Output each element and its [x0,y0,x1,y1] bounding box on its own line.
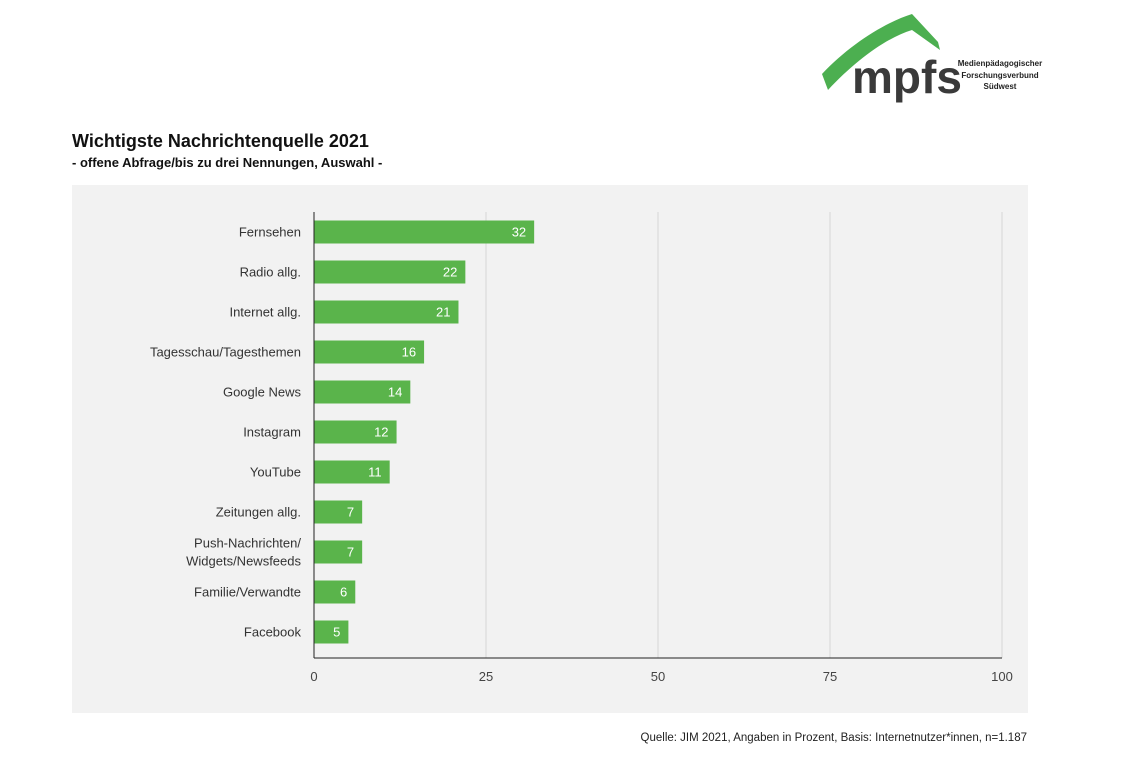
logo-subtitle-line: Forschungsverbund [961,70,1039,80]
bar [314,460,390,484]
data-label: 7 [347,505,354,520]
category-label: YouTube [250,465,301,480]
x-tick-label: 100 [991,669,1013,684]
x-tick-label: 0 [310,669,317,684]
category-label: Instagram [243,425,301,440]
category-label: Fernsehen [239,225,301,240]
chart-panel: 32 Fernsehen 22 Radio allg. 21 Internet allg.… [72,185,1028,713]
category-label: Familie/Verwandte [194,585,301,600]
bar [314,420,397,444]
source-note: Quelle: JIM 2021, Angaben in Prozent, Ba… [640,732,1027,744]
data-label: 16 [402,345,416,360]
bar [314,220,535,244]
data-label: 6 [340,585,347,600]
logo-subtitle: Medienpädagogischer Forschungsverbund Sü… [950,58,1050,93]
x-tick-label: 50 [651,669,665,684]
category-label: Internet allg. [229,305,301,320]
bar [314,620,349,644]
category-label: Push-Nachrichten/Widgets/Newsfeeds [186,536,301,569]
data-label: 7 [347,545,354,560]
logo-subtitle-line: Südwest [983,82,1017,91]
data-label: 12 [374,425,388,440]
logo-roof-icon [822,14,940,90]
x-tick-label: 25 [479,669,493,684]
chart-title: Wichtigste Nachrichtenquelle 2021 [72,131,369,151]
bar [314,580,356,604]
category-label: Facebook [244,625,302,640]
category-label: Google News [223,385,302,400]
bar [314,340,425,364]
data-label: 21 [436,305,450,320]
data-label: 11 [368,465,382,480]
bar [314,380,411,404]
bar [314,260,466,284]
logo-text: mpfs [852,51,962,103]
mpfs-logo: mpfs Medienpädagogischer Forschungsverbu… [816,10,1116,105]
data-label: 22 [443,265,457,280]
logo-subtitle-line: Medienpädagogischer [957,59,1043,68]
bar-chart: 32 Fernsehen 22 Radio allg. 21 Internet allg.… [150,212,1013,684]
category-label: Tagesschau/Tagesthemen [150,345,301,360]
category-label: Radio allg. [240,265,301,280]
bar [314,500,363,524]
chart-subtitle: - offene Abfrage/bis zu drei Nennungen, … [72,155,383,170]
bar [314,300,459,324]
x-tick-label: 75 [823,669,837,684]
bar [314,540,363,564]
category-label: Zeitungen allg. [216,505,301,520]
data-label: 14 [388,385,402,400]
data-label: 32 [512,225,526,240]
data-label: 5 [333,625,340,640]
